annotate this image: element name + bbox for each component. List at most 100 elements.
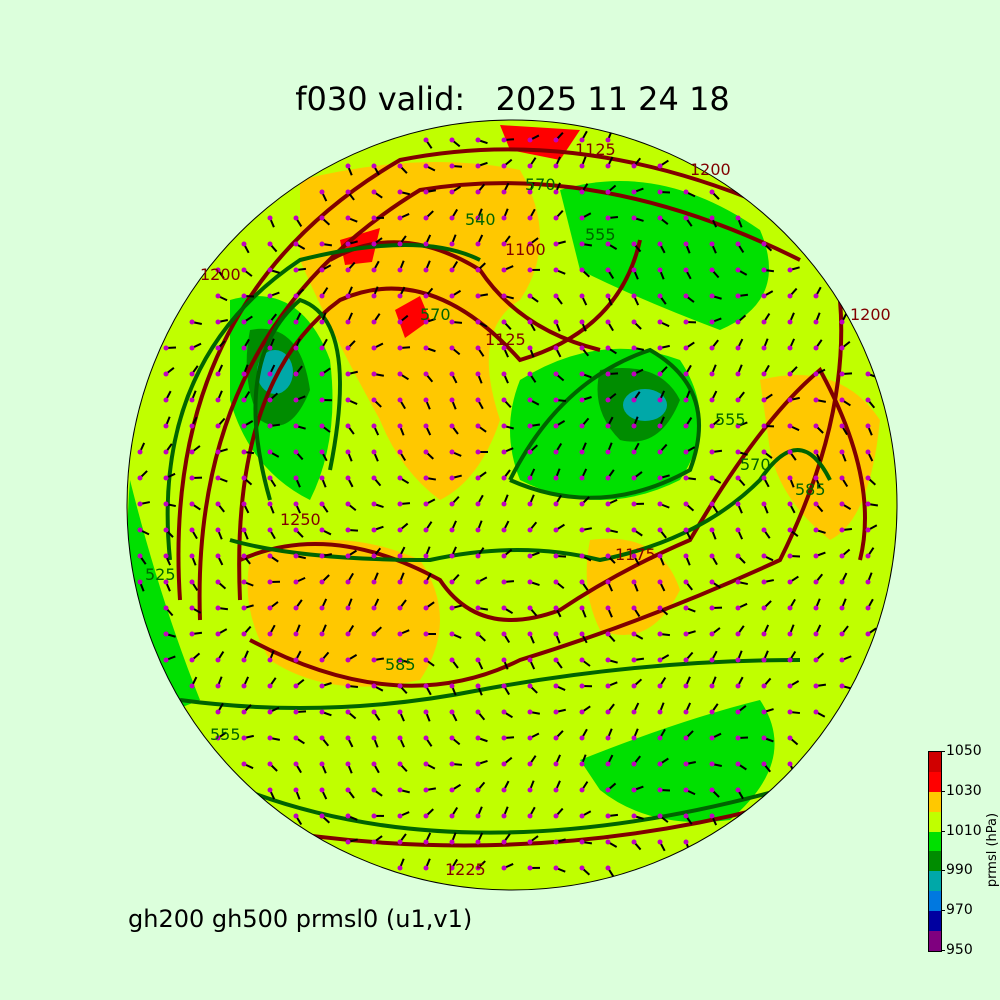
wind-station-dot xyxy=(423,501,429,507)
wind-station-dot xyxy=(501,579,507,585)
wind-station-dot xyxy=(267,449,273,455)
wind-station-dot xyxy=(189,397,195,403)
contour-label: 1200 xyxy=(200,265,241,284)
wind-station-dot xyxy=(527,267,533,273)
wind-station-dot xyxy=(267,527,273,533)
wind-station-dot xyxy=(657,189,663,195)
wind-station-dot xyxy=(553,787,559,793)
wind-station-dot xyxy=(605,319,611,325)
wind-station-dot xyxy=(423,475,429,481)
wind-station-dot xyxy=(579,423,585,429)
wind-station-dot xyxy=(293,709,299,715)
wind-station-dot xyxy=(319,293,325,299)
wind-station-dot xyxy=(267,761,273,767)
wind-station-dot xyxy=(865,579,871,585)
wind-station-dot xyxy=(423,605,429,611)
wind-station-dot xyxy=(215,475,221,481)
wind-station-dot xyxy=(709,423,715,429)
wind-station-dot xyxy=(345,345,351,351)
wind-station-dot xyxy=(657,267,663,273)
wind-station-dot xyxy=(475,865,481,871)
wind-station-dot xyxy=(397,657,403,663)
wind-station-dot xyxy=(501,605,507,611)
wind-station-dot xyxy=(813,579,819,585)
wind-station-dot xyxy=(163,397,169,403)
wind-station-dot xyxy=(215,423,221,429)
wind-station-dot xyxy=(345,215,351,221)
wind-station-dot xyxy=(293,735,299,741)
wind-station-dot xyxy=(839,371,845,377)
contour-label: 570 xyxy=(525,175,556,194)
wind-station-dot xyxy=(267,787,273,793)
wind-station-dot xyxy=(787,631,793,637)
wind-station-dot xyxy=(475,657,481,663)
wind-station-dot xyxy=(267,579,273,585)
map-title: f030 valid: 2025 11 24 18 xyxy=(295,80,730,118)
wind-station-dot xyxy=(761,761,767,767)
wind-station-dot xyxy=(345,371,351,377)
wind-station-dot xyxy=(319,319,325,325)
wind-station-dot xyxy=(501,189,507,195)
wind-station-dot xyxy=(553,137,559,143)
wind-station-dot xyxy=(657,397,663,403)
wind-station-dot xyxy=(709,553,715,559)
wind-station-dot xyxy=(735,579,741,585)
wind-station-dot xyxy=(579,215,585,221)
wind-station-dot xyxy=(605,241,611,247)
wind-station-dot xyxy=(787,527,793,533)
wind-station-dot xyxy=(761,371,767,377)
wind-station-dot xyxy=(631,657,637,663)
wind-station-dot xyxy=(449,865,455,871)
wind-station-dot xyxy=(267,293,273,299)
wind-station-dot xyxy=(605,865,611,871)
wind-station-dot xyxy=(657,579,663,585)
wind-station-dot xyxy=(241,319,247,325)
wind-station-dot xyxy=(397,579,403,585)
wind-station-dot xyxy=(553,683,559,689)
wind-station-dot xyxy=(449,657,455,663)
wind-station-dot xyxy=(189,605,195,611)
colorbar-tick-mark xyxy=(941,790,945,792)
wind-station-dot xyxy=(449,631,455,637)
wind-station-dot xyxy=(605,787,611,793)
wind-station-dot xyxy=(579,527,585,533)
wind-station-dot xyxy=(397,163,403,169)
wind-station-dot xyxy=(579,605,585,611)
wind-station-dot xyxy=(501,449,507,455)
wind-station-dot xyxy=(345,423,351,429)
wind-station-dot xyxy=(371,189,377,195)
wind-station-dot xyxy=(475,813,481,819)
wind-station-dot xyxy=(527,501,533,507)
wind-station-dot xyxy=(683,423,689,429)
wind-station-dot xyxy=(475,709,481,715)
wind-station-dot xyxy=(475,735,481,741)
wind-station-dot xyxy=(735,605,741,611)
wind-station-dot xyxy=(319,267,325,273)
wind-station-dot xyxy=(241,579,247,585)
wind-station-dot xyxy=(267,683,273,689)
wind-station-dot xyxy=(293,813,299,819)
wind-station-dot xyxy=(839,605,845,611)
wind-station-dot xyxy=(293,215,299,221)
wind-station-dot xyxy=(449,787,455,793)
wind-station-dot xyxy=(423,423,429,429)
wind-station-dot xyxy=(267,345,273,351)
wind-station-dot xyxy=(189,657,195,663)
wind-station-dot xyxy=(319,761,325,767)
wind-station-dot xyxy=(371,397,377,403)
wind-station-dot xyxy=(345,449,351,455)
wind-station-dot xyxy=(657,631,663,637)
wind-station-dot xyxy=(553,657,559,663)
wind-station-dot xyxy=(631,735,637,741)
wind-station-dot xyxy=(683,293,689,299)
wind-station-dot xyxy=(267,319,273,325)
wind-station-dot xyxy=(215,449,221,455)
wind-station-dot xyxy=(657,501,663,507)
wind-station-dot xyxy=(345,813,351,819)
wind-station-dot xyxy=(163,345,169,351)
wind-station-dot xyxy=(865,475,871,481)
wind-station-dot xyxy=(423,735,429,741)
wind-station-dot xyxy=(813,527,819,533)
wind-station-dot xyxy=(397,527,403,533)
wind-station-dot xyxy=(527,293,533,299)
